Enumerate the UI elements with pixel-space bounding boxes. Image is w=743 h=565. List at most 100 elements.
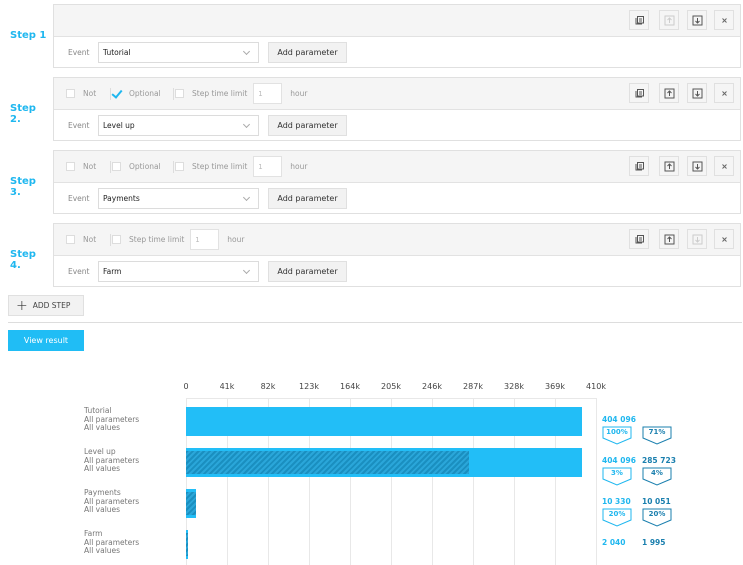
option-step-time-limit[interactable]: Step time limit 1 hour: [175, 78, 307, 109]
checkbox[interactable]: [112, 89, 121, 98]
checkbox[interactable]: [112, 235, 121, 244]
chevron-down-icon: [242, 47, 251, 56]
add-parameter-button[interactable]: Add parameter: [268, 261, 347, 282]
arrow-up-icon: [664, 15, 675, 26]
converted-bar: [186, 492, 197, 515]
arrow-down-icon: [692, 15, 703, 26]
add-parameter-button[interactable]: Add parameter: [268, 42, 347, 63]
arrow-down-icon: [692, 234, 703, 245]
event-label: Event: [68, 48, 90, 57]
close-step-button[interactable]: [714, 83, 734, 103]
step-label: Step 2.: [10, 103, 36, 125]
option-step-time-limit[interactable]: Step time limit 1 hour: [112, 224, 244, 255]
funnel-bar[interactable]: [186, 407, 583, 436]
step-event-row: Event Payments Add parameter: [54, 183, 740, 214]
gridline: [186, 398, 187, 565]
option-step-time-limit[interactable]: Step time limit 1 hour: [175, 151, 307, 182]
separator: [110, 234, 111, 246]
percent-badge: 3%: [602, 467, 632, 486]
total-value: 404 096: [602, 456, 636, 465]
gridline: [391, 398, 392, 565]
checkbox[interactable]: [175, 89, 184, 98]
checkbox[interactable]: [66, 89, 75, 98]
add-parameter-button[interactable]: Add parameter: [268, 188, 347, 209]
checkbox[interactable]: [66, 162, 75, 171]
step-panel: Not Optional Step time limit 1 hour Event Paym…: [53, 150, 741, 214]
checkbox[interactable]: [175, 162, 184, 171]
converted-bar: [186, 451, 469, 474]
up-step-button[interactable]: [659, 156, 679, 176]
step-options-bar: Not Optional Step time limit 1 hour: [54, 78, 740, 110]
x-tick: 82k: [260, 382, 276, 391]
event-label: Event: [68, 121, 90, 130]
converted-bar: [186, 533, 188, 556]
converted-value: 1 995: [642, 538, 666, 547]
option-optional[interactable]: Optional: [112, 78, 161, 109]
plus-icon: +: [16, 297, 28, 314]
copy-step-button[interactable]: [629, 83, 649, 103]
percent-badge: 20%: [642, 508, 672, 527]
converted-value: 285 723: [642, 456, 676, 465]
separator: [110, 161, 111, 173]
chevron-down-icon: [242, 193, 251, 202]
option-label: Optional: [129, 89, 161, 98]
step-options-bar: Not Optional Step time limit 1 hour: [54, 151, 740, 183]
close-step-button[interactable]: [714, 229, 734, 249]
close-icon: [719, 15, 730, 26]
checkbox[interactable]: [66, 235, 75, 244]
total-value: 404 096: [602, 415, 636, 424]
converted-value: 10 051: [642, 497, 671, 506]
copy-icon: [634, 161, 645, 172]
funnel-bar[interactable]: [186, 448, 583, 477]
percent-badge: 20%: [602, 508, 632, 527]
checkbox[interactable]: [112, 162, 121, 171]
x-tick: 410k: [586, 382, 606, 391]
close-icon: [719, 88, 730, 99]
copy-step-button[interactable]: [629, 10, 649, 30]
option-optional[interactable]: Optional: [112, 151, 161, 182]
copy-step-button[interactable]: [629, 156, 649, 176]
down-step-button[interactable]: [687, 229, 707, 249]
time-unit: hour: [227, 235, 245, 244]
event-select[interactable]: Farm: [98, 261, 259, 282]
add-step-button[interactable]: + ADD STEP: [8, 295, 84, 316]
down-step-button[interactable]: [687, 10, 707, 30]
funnel-bar[interactable]: [186, 489, 197, 518]
x-tick: 164k: [340, 382, 360, 391]
separator: [173, 161, 174, 173]
close-step-button[interactable]: [714, 10, 734, 30]
add-parameter-button[interactable]: Add parameter: [268, 115, 347, 136]
option-not[interactable]: Not: [66, 78, 96, 109]
view-result-button[interactable]: View result: [8, 330, 84, 351]
chevron-down-icon: [242, 266, 251, 275]
time-unit: hour: [290, 162, 308, 171]
event-select[interactable]: Level up: [98, 115, 259, 136]
time-limit-input[interactable]: 1: [190, 229, 220, 250]
up-step-button[interactable]: [659, 229, 679, 249]
gridline: [514, 398, 515, 565]
gridline: [350, 398, 351, 565]
event-label: Event: [68, 194, 90, 203]
add-step-label: ADD STEP: [32, 301, 71, 310]
event-select[interactable]: Tutorial: [98, 42, 259, 63]
option-label: Not: [83, 89, 97, 98]
option-not[interactable]: Not: [66, 151, 96, 182]
option-not[interactable]: Not: [66, 224, 96, 255]
time-limit-input[interactable]: 1: [253, 83, 283, 104]
event-select[interactable]: Payments: [98, 188, 259, 209]
arrow-up-icon: [664, 88, 675, 99]
gridline: [268, 398, 269, 565]
up-step-button[interactable]: [659, 83, 679, 103]
down-step-button[interactable]: [687, 156, 707, 176]
funnel-bar[interactable]: [186, 530, 189, 559]
copy-step-button[interactable]: [629, 229, 649, 249]
gridline: [596, 398, 597, 565]
close-step-button[interactable]: [714, 156, 734, 176]
down-step-button[interactable]: [687, 83, 707, 103]
option-label: Step time limit: [129, 235, 185, 244]
gridline: [432, 398, 433, 565]
divider: [8, 322, 742, 323]
time-limit-input[interactable]: 1: [253, 156, 283, 177]
copy-icon: [634, 15, 645, 26]
up-step-button[interactable]: [659, 10, 679, 30]
